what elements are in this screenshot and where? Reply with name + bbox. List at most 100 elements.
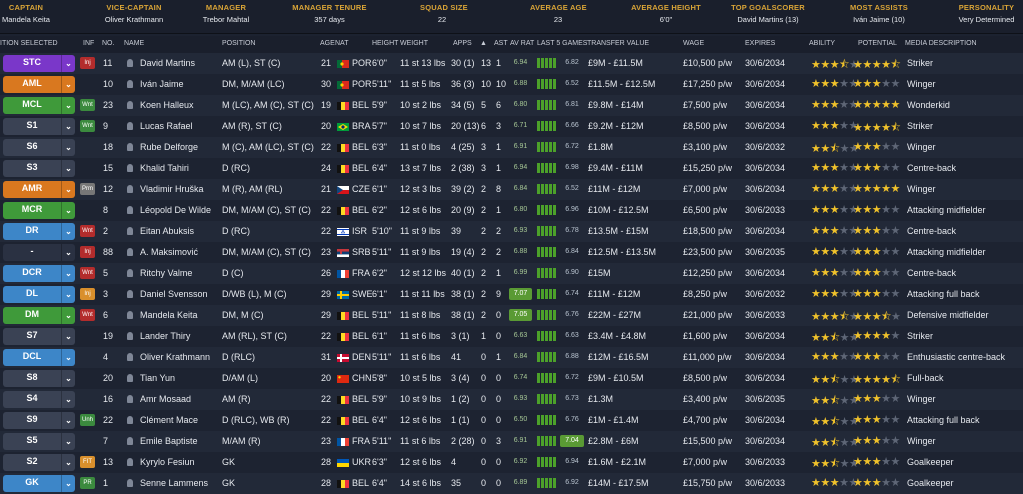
player-row[interactable]: S2 ⌄ FIT 13 Kyrylo Fesiun GK 28 UKR 6'3" 12 st 6 … xyxy=(0,452,1023,473)
column-header-apps[interactable]: APPS xyxy=(453,40,472,47)
info-badge[interactable]: Wnt xyxy=(80,99,95,111)
position-selector[interactable]: DR ⌄ xyxy=(3,223,75,240)
player-row[interactable]: DL ⌄ Inj 3 Daniel Svensson D/WB (L), M (C) 29 S… xyxy=(0,284,1023,305)
position-selector[interactable]: GK ⌄ xyxy=(3,475,75,492)
chevron-down-icon[interactable]: ⌄ xyxy=(61,76,75,93)
player-row[interactable]: DR ⌄ Wnt 2 Eitan Abuksis D (RC) 22 ISR 5'10" 11 s… xyxy=(0,221,1023,242)
player-row[interactable]: MCR ⌄ 8 Léopold De Wilde DM, M/AM (C), ST (C… xyxy=(0,200,1023,221)
chevron-down-icon[interactable]: ⌄ xyxy=(61,223,75,240)
position-selector[interactable]: S2 ⌄ xyxy=(3,454,75,471)
chevron-down-icon[interactable]: ⌄ xyxy=(61,139,75,156)
player-name[interactable]: Koen Halleux xyxy=(140,100,194,110)
position-selector[interactable]: STC ⌄ xyxy=(3,55,75,72)
info-badge[interactable]: Inj xyxy=(80,246,95,258)
info-badge[interactable]: Wnt xyxy=(80,120,95,132)
chevron-down-icon[interactable]: ⌄ xyxy=(61,328,75,345)
column-header-ast[interactable]: AST xyxy=(494,40,508,47)
player-row[interactable]: DM ⌄ Wnt 6 Mandela Keita DM, M (C) 29 BEL 5'11" 1… xyxy=(0,305,1023,326)
info-badge[interactable]: Inj xyxy=(80,57,95,69)
player-row[interactable]: DCL ⌄ 4 Oliver Krathmann D (RLC) 31 DEN 5'11" 11… xyxy=(0,347,1023,368)
chevron-down-icon[interactable]: ⌄ xyxy=(61,349,75,366)
player-row[interactable]: S9 ⌄ Unh 22 Clément Mace D (RLC), WB (R) 22 BEL… xyxy=(0,410,1023,431)
player-row[interactable]: S1 ⌄ Wnt 9 Lucas Rafael AM (R), ST (C) 20 BRA 5'… xyxy=(0,116,1023,137)
player-row[interactable]: GK ⌄ PR 1 Senne Lammens GK 28 BEL 6'4" 14 st 6 lb… xyxy=(0,473,1023,494)
player-name[interactable]: Senne Lammens xyxy=(140,478,209,488)
player-row[interactable]: S6 ⌄ 18 Rube Delforge M (C), AM (LC), ST (C)… xyxy=(0,137,1023,158)
column-header-gls[interactable]: ▲ xyxy=(480,40,487,47)
position-selector[interactable]: S5 ⌄ xyxy=(3,433,75,450)
player-name[interactable]: Lucas Rafael xyxy=(140,121,193,131)
player-name[interactable]: Emile Baptiste xyxy=(140,436,198,446)
player-row[interactable]: S7 ⌄ 19 Lander Thiry AM (RL), ST (C) 22 BEL 6'1… xyxy=(0,326,1023,347)
chevron-down-icon[interactable]: ⌄ xyxy=(61,160,75,177)
player-name[interactable]: A. Maksimović xyxy=(140,247,199,257)
player-name[interactable]: Ritchy Valme xyxy=(140,268,193,278)
chevron-down-icon[interactable]: ⌄ xyxy=(61,370,75,387)
player-row[interactable]: MCL ⌄ Wnt 23 Koen Halleux M (LC), AM (C), ST … xyxy=(0,95,1023,116)
position-selector[interactable]: - ⌄ xyxy=(3,244,75,261)
chevron-down-icon[interactable]: ⌄ xyxy=(61,391,75,408)
player-name[interactable]: Eitan Abuksis xyxy=(140,226,195,236)
column-header-age[interactable]: AGE xyxy=(320,40,335,47)
chevron-down-icon[interactable]: ⌄ xyxy=(61,244,75,261)
position-selector[interactable]: S8 ⌄ xyxy=(3,370,75,387)
player-row[interactable]: AMR ⌄ Prm 12 Vladimir Hruška M (R), AM (RL) 21… xyxy=(0,179,1023,200)
column-header-last5[interactable]: LAST 5 GAMES xyxy=(537,40,588,47)
position-selector[interactable]: MCR ⌄ xyxy=(3,202,75,219)
info-badge[interactable]: FIT xyxy=(80,456,95,468)
column-header-transfer-value[interactable]: TRANSFER VALUE xyxy=(587,40,650,47)
column-header-position[interactable]: POSITION xyxy=(222,40,256,47)
chevron-down-icon[interactable]: ⌄ xyxy=(61,202,75,219)
position-selector[interactable]: S4 ⌄ xyxy=(3,391,75,408)
info-badge[interactable]: Wnt xyxy=(80,267,95,279)
column-header-expires[interactable]: EXPIRES xyxy=(745,40,776,47)
chevron-down-icon[interactable]: ⌄ xyxy=(61,307,75,324)
position-selector[interactable]: S9 ⌄ xyxy=(3,412,75,429)
column-header-no[interactable]: NO. xyxy=(102,40,115,47)
column-header-av-rat[interactable]: AV RAT xyxy=(510,40,535,47)
player-row[interactable]: DCR ⌄ Wnt 5 Ritchy Valme D (C) 26 FRA 6'2" 12 st … xyxy=(0,263,1023,284)
position-selector[interactable]: S6 ⌄ xyxy=(3,139,75,156)
column-header-position-selected[interactable]: ITION SELECTED xyxy=(0,40,58,47)
player-row[interactable]: S8 ⌄ 20 Tian Yun D/AM (L) 20 CHN 5'8" 10 st 5 lb… xyxy=(0,368,1023,389)
chevron-down-icon[interactable]: ⌄ xyxy=(61,454,75,471)
chevron-down-icon[interactable]: ⌄ xyxy=(61,475,75,492)
position-selector[interactable]: MCL ⌄ xyxy=(3,97,75,114)
chevron-down-icon[interactable]: ⌄ xyxy=(61,412,75,429)
info-badge[interactable]: Wnt xyxy=(80,309,95,321)
chevron-down-icon[interactable]: ⌄ xyxy=(61,433,75,450)
chevron-down-icon[interactable]: ⌄ xyxy=(61,265,75,282)
player-name[interactable]: Rube Delforge xyxy=(140,142,199,152)
chevron-down-icon[interactable]: ⌄ xyxy=(61,55,75,72)
position-selector[interactable]: S3 ⌄ xyxy=(3,160,75,177)
player-row[interactable]: S5 ⌄ 7 Emile Baptiste M/AM (R) 23 FRA 5'11" 11 s… xyxy=(0,431,1023,452)
chevron-down-icon[interactable]: ⌄ xyxy=(61,181,75,198)
info-badge[interactable]: Prm xyxy=(80,183,95,195)
column-header-weight[interactable]: WEIGHT xyxy=(400,40,428,47)
column-header-ability[interactable]: ABILITY xyxy=(809,40,836,47)
player-name[interactable]: Vladimir Hruška xyxy=(140,184,204,194)
player-name[interactable]: Clément Mace xyxy=(140,415,199,425)
player-name[interactable]: Amr Mosaad xyxy=(140,394,192,404)
info-badge[interactable]: Wnt xyxy=(80,225,95,237)
position-selector[interactable]: DCL ⌄ xyxy=(3,349,75,366)
column-header-media[interactable]: MEDIA DESCRIPTION xyxy=(905,40,977,47)
position-selector[interactable]: DCR ⌄ xyxy=(3,265,75,282)
info-badge[interactable]: Unh xyxy=(80,414,95,426)
player-row[interactable]: S3 ⌄ 15 Khalid Tahiri D (RC) 24 BEL 6'4" 13 st 7… xyxy=(0,158,1023,179)
player-name[interactable]: Léopold De Wilde xyxy=(140,205,212,215)
info-badge[interactable]: Inj xyxy=(80,288,95,300)
position-selector[interactable]: S1 ⌄ xyxy=(3,118,75,135)
position-selector[interactable]: S7 ⌄ xyxy=(3,328,75,345)
column-header-potential[interactable]: POTENTIAL xyxy=(858,40,897,47)
player-name[interactable]: Iván Jaime xyxy=(140,79,184,89)
player-name[interactable]: Lander Thiry xyxy=(140,331,191,341)
column-header-wage[interactable]: WAGE xyxy=(683,40,705,47)
info-badge[interactable]: PR xyxy=(80,477,95,489)
column-header-inf[interactable]: INF xyxy=(83,40,95,47)
player-name[interactable]: Mandela Keita xyxy=(140,310,198,320)
position-selector[interactable]: DL ⌄ xyxy=(3,286,75,303)
position-selector[interactable]: AMR ⌄ xyxy=(3,181,75,198)
column-header-height[interactable]: HEIGHT xyxy=(372,40,399,47)
player-row[interactable]: S4 ⌄ 16 Amr Mosaad AM (R) 22 BEL 5'9" 10 st 9 lb… xyxy=(0,389,1023,410)
